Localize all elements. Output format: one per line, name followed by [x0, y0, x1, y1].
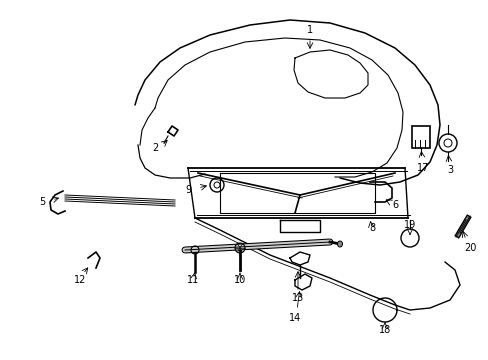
Text: 19: 19: [403, 220, 415, 230]
Text: 17: 17: [416, 163, 428, 173]
Text: 12: 12: [74, 275, 86, 285]
Text: 1: 1: [306, 25, 312, 35]
Text: 3: 3: [446, 165, 452, 175]
Text: 5: 5: [39, 197, 45, 207]
Text: 13: 13: [291, 293, 304, 303]
Text: 14: 14: [288, 313, 301, 323]
Text: 9: 9: [184, 185, 191, 195]
Ellipse shape: [337, 241, 342, 247]
Text: 11: 11: [186, 275, 199, 285]
Text: 20: 20: [463, 243, 475, 253]
Text: 18: 18: [378, 325, 390, 335]
Text: 10: 10: [233, 275, 245, 285]
Text: 8: 8: [368, 223, 374, 233]
Text: 2: 2: [152, 143, 158, 153]
Text: 6: 6: [391, 200, 397, 210]
